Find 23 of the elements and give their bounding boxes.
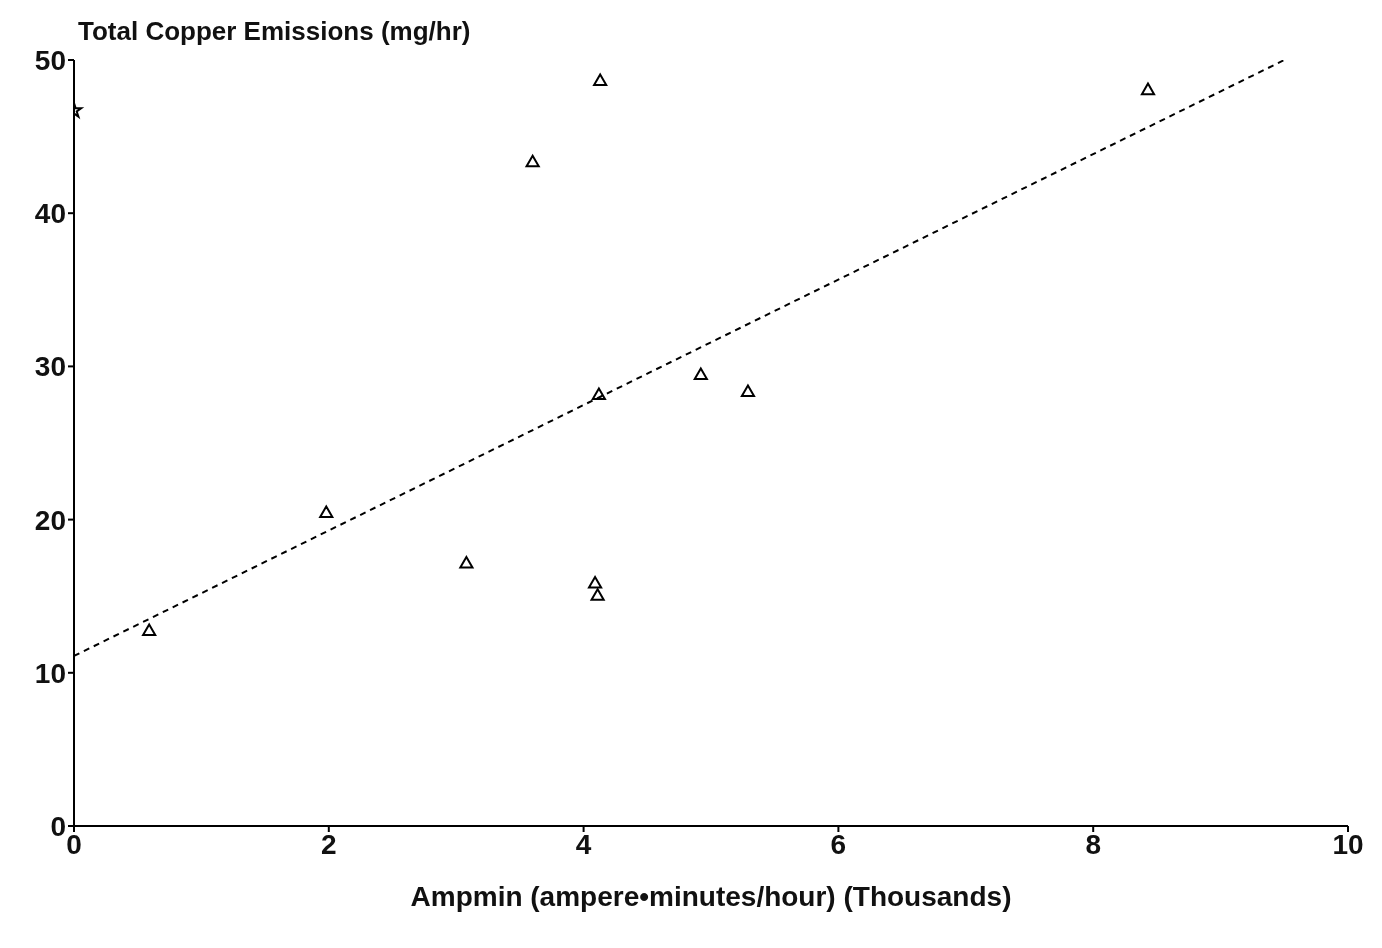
y-tick-label: 10 (34, 657, 66, 689)
x-axis-title: Ampmin (ampere•minutes/hour) (Thousands) (410, 881, 1012, 912)
x-tick-label: 4 (575, 828, 592, 860)
point (693, 367, 708, 381)
point (142, 623, 157, 636)
y-axis-title: Total Copper Emissions (mg/hr) (78, 16, 471, 47)
point (587, 575, 603, 589)
x-tick-label: 10 (1332, 828, 1364, 860)
x-tick-label: 8 (1085, 828, 1101, 860)
point (1140, 82, 1156, 96)
point (525, 154, 540, 168)
point (593, 73, 608, 86)
point (591, 387, 606, 401)
x-tick-label: 6 (830, 828, 847, 860)
x-tick-label: 2 (321, 828, 337, 860)
y-tick-label: 30 (34, 351, 66, 383)
point (319, 505, 334, 518)
y-tick-label: 50 (34, 44, 66, 76)
point (459, 556, 474, 569)
point (740, 384, 756, 397)
y-tick-label: 20 (34, 504, 66, 536)
y-tick-label: 40 (34, 198, 66, 230)
point (590, 588, 605, 601)
